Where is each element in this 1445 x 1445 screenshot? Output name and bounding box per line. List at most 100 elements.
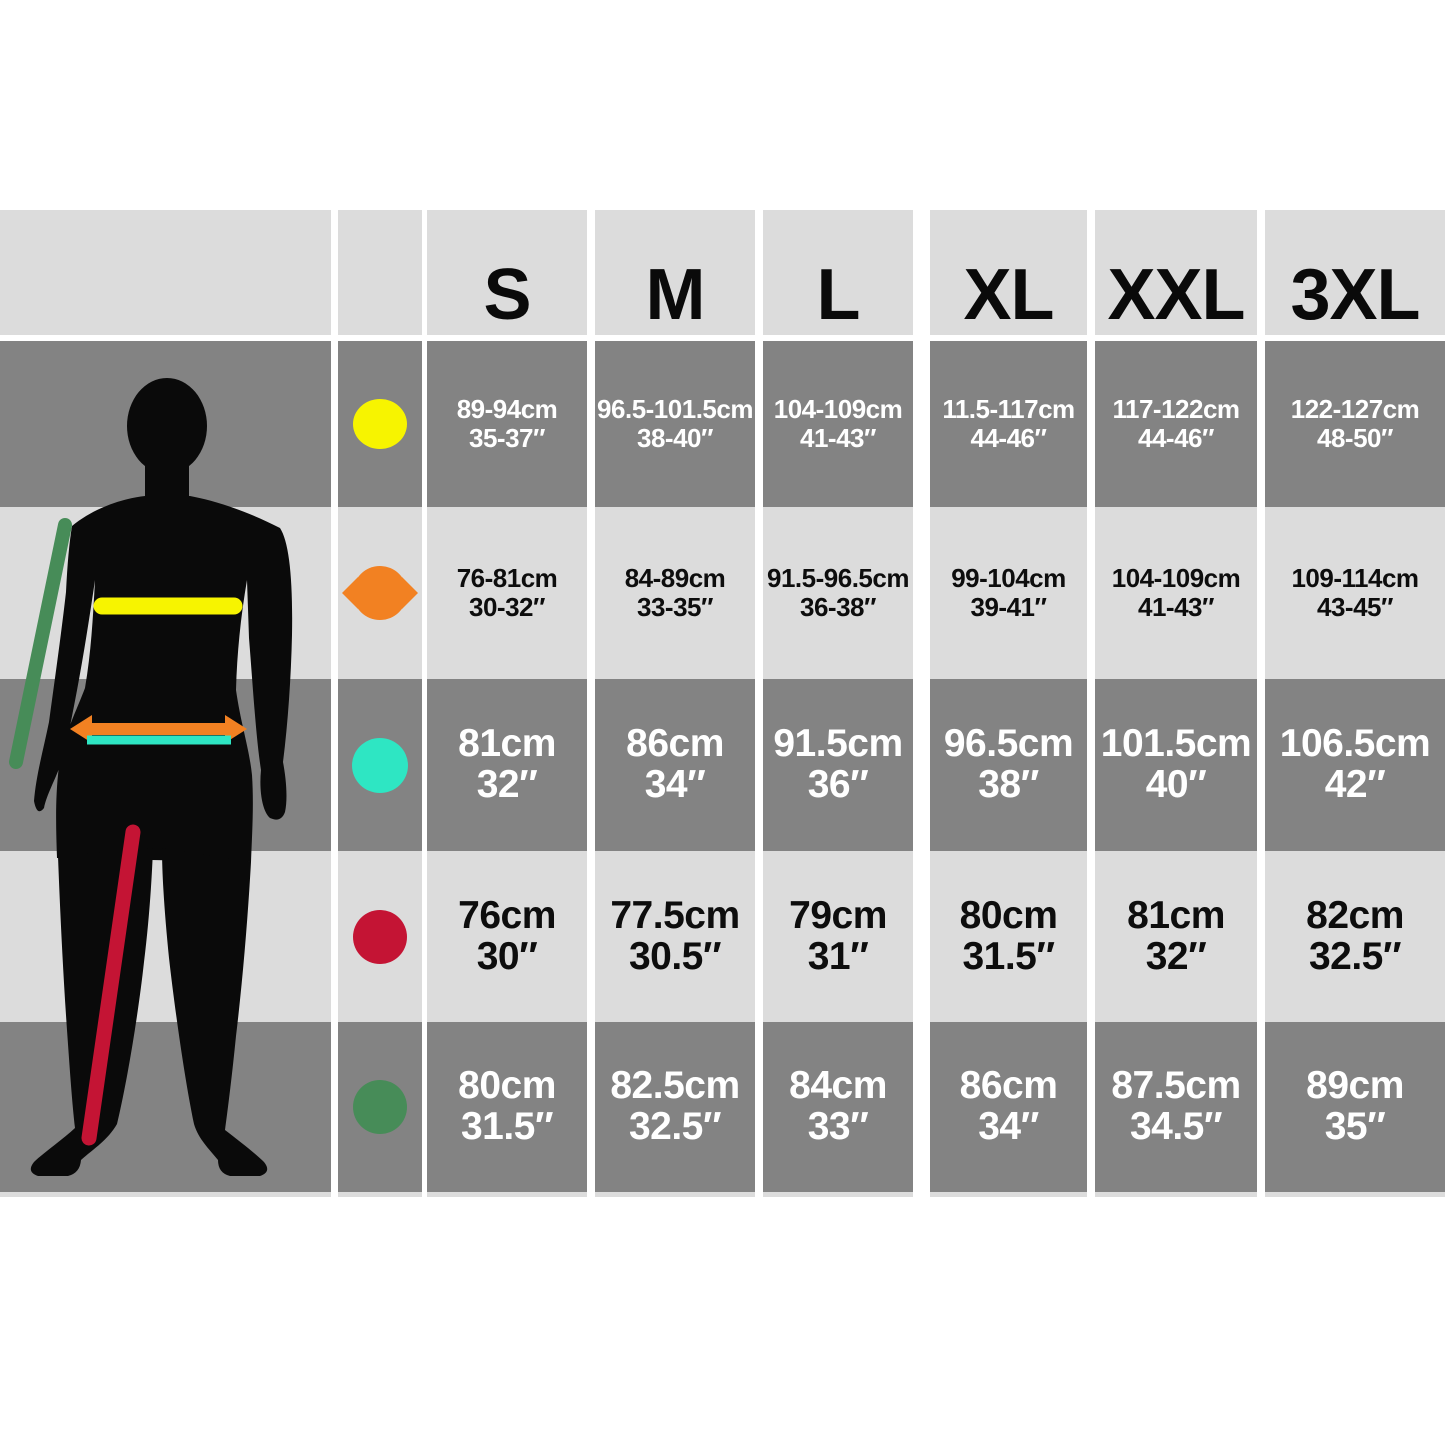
size-column-s: S 89-94cm 35-37″ 76-81cm 30-32″ 81cm 32″… [427,210,587,1197]
value-inch: 34″ [644,763,706,806]
value-cm: 11.5-117cm [942,393,1075,424]
value-inch: 35-37″ [469,423,545,453]
value-cm: 89cm [1306,1064,1404,1108]
value-inch: 32.5″ [628,1105,722,1148]
value-inch: 38-40″ [637,423,713,453]
value-cm: 122-127cm [1290,393,1420,424]
value-cm: 104-109cm [773,393,903,424]
marker-cell [338,507,422,679]
value-inch: 41-43″ [800,423,876,453]
value-inch: 35″ [1324,1105,1386,1148]
sleeve-s-cell: 80cm 31.5″ [427,1022,587,1192]
band-strip [338,1192,422,1197]
marker-cell [338,341,422,507]
inside-leg-l-cell: 79cm 31″ [763,851,913,1022]
value-inch: 39-41″ [970,592,1047,622]
figure-band [0,1192,331,1197]
value-cm: 87.5cm [1111,1064,1241,1108]
value-inch: 30.5″ [628,934,722,978]
value-inch: 44-46″ [970,423,1047,453]
band-strip [930,1192,1087,1197]
chest-3xl-cell: 122-127cm 48-50″ [1265,341,1445,507]
marker-cell [338,851,422,1022]
inside-leg-xxl-cell: 81cm 32″ [1095,851,1257,1022]
column-gap [1257,210,1265,1197]
value-inch: 31.5″ [962,934,1055,978]
size-header-cell: L [763,210,913,335]
value-cm: 81cm [458,722,556,766]
value-cm: 99-104cm [951,562,1066,593]
value-cm: 80cm [458,1064,556,1108]
value-inch: 43-45″ [1317,592,1393,622]
size-label-xl: XL [963,255,1054,335]
waist-xl-cell: 99-104cm 39-41″ [930,507,1087,679]
marker-header-cell [338,210,422,335]
waist-orange-arrow-dot-icon [342,566,418,620]
value-cm: 84cm [789,1064,887,1108]
sleeve-3xl-cell: 89cm 35″ [1265,1022,1445,1192]
column-gap [913,210,930,1197]
chest-xl-cell: 11.5-117cm 44-46″ [930,341,1087,507]
value-cm: 77.5cm [610,893,740,937]
hip-l-cell: 91.5cm 36″ [763,679,913,851]
value-cm: 82.5cm [610,1064,740,1108]
size-column-m: M 96.5-101.5cm 38-40″ 84-89cm 33-35″ 86c… [595,210,755,1197]
sleeve-xxl-cell: 87.5cm 34.5″ [1095,1022,1257,1192]
chest-s-cell: 89-94cm 35-37″ [427,341,587,507]
waist-l-cell: 91.5-96.5cm 36-38″ [763,507,913,679]
size-label-m: M [645,255,706,335]
value-inch: 32″ [1145,934,1207,978]
value-cm: 101.5cm [1100,722,1252,766]
hip-m-cell: 86cm 34″ [595,679,755,851]
size-table: S 89-94cm 35-37″ 76-81cm 30-32″ 81cm 32″… [0,210,1445,1197]
value-inch: 36-38″ [800,592,876,622]
inside-leg-m-cell: 77.5cm 30.5″ [595,851,755,1022]
value-cm: 96.5-101.5cm [597,393,753,424]
chest-m-cell: 96.5-101.5cm 38-40″ [595,341,755,507]
chest-l-cell: 104-109cm 41-43″ [763,341,913,507]
size-label-3xl: 3XL [1290,255,1420,335]
value-cm: 91.5-96.5cm [767,562,909,593]
value-inch: 36″ [807,763,869,806]
hip-3xl-cell: 106.5cm 42″ [1265,679,1445,851]
value-cm: 91.5cm [773,722,903,766]
marker-cell [338,1022,422,1192]
size-column-l: L 104-109cm 41-43″ 91.5-96.5cm 36-38″ 91… [763,210,913,1197]
hip-s-cell: 81cm 32″ [427,679,587,851]
man-silhouette [30,378,293,1176]
value-inch: 41-43″ [1138,592,1214,622]
size-header-cell: 3XL [1265,210,1445,335]
inside-leg-xl-cell: 80cm 31.5″ [930,851,1087,1022]
band-strip [1265,1192,1445,1197]
value-inch: 34.5″ [1129,1105,1223,1148]
value-cm: 109-114cm [1291,562,1419,593]
inside-leg-red-dot-icon [353,909,407,964]
value-cm: 106.5cm [1279,722,1431,766]
size-label-s: S [483,255,531,335]
value-inch: 30″ [476,934,538,978]
value-cm: 84-89cm [624,562,726,593]
chest-xxl-cell: 117-122cm 44-46″ [1095,341,1257,507]
body-silhouette-figure [9,378,293,1176]
value-cm: 96.5cm [943,722,1074,766]
size-header-cell: S [427,210,587,335]
value-inch: 30-32″ [469,592,545,622]
inside-leg-s-cell: 76cm 30″ [427,851,587,1022]
value-inch: 44-46″ [1138,423,1214,453]
column-gap [587,210,595,1197]
band-strip [427,1192,587,1197]
sleeve-l-cell: 84cm 33″ [763,1022,913,1192]
size-label-l: L [816,255,861,335]
marker-column [338,210,422,1197]
waist-m-cell: 84-89cm 33-35″ [595,507,755,679]
hip-xxl-cell: 101.5cm 40″ [1095,679,1257,851]
value-cm: 104-109cm [1111,562,1241,593]
value-cm: 79cm [789,893,887,937]
size-header-cell: XXL [1095,210,1257,335]
value-inch: 34″ [978,1105,1039,1148]
figure-band [0,210,331,335]
size-label-xxl: XXL [1107,255,1245,335]
value-cm: 117-122cm [1112,393,1240,424]
value-inch: 32″ [476,763,538,806]
hip-teal-dot-icon [352,737,408,793]
